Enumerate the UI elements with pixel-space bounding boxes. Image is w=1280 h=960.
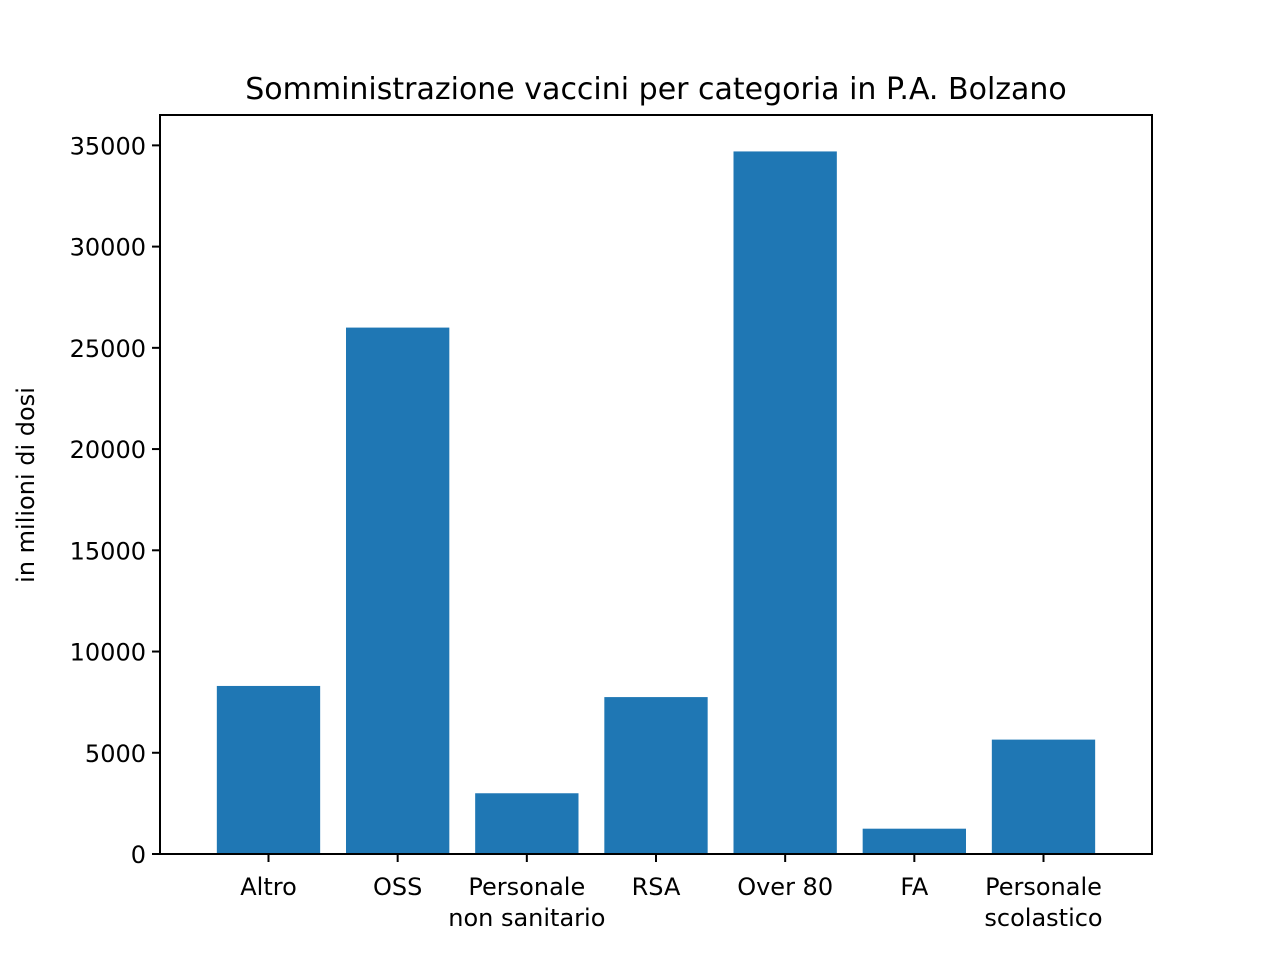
y-ticks-group: 0 5000 10000 15000 20000 25000 30000 35000 xyxy=(70,132,160,869)
y-tick-label-3: 15000 xyxy=(70,537,146,565)
x-tick-label-2: Personale non sanitario xyxy=(448,873,605,932)
x-tick-label-1: OSS xyxy=(373,873,422,901)
chart-title: Somministrazione vaccini per categoria i… xyxy=(245,72,1067,107)
y-axis-label: in milioni di dosi xyxy=(12,387,40,583)
y-tick-label-5: 25000 xyxy=(70,335,146,363)
x-tick-label-5: FA xyxy=(900,873,929,901)
x-tick-label-6: Personale scolastico xyxy=(984,873,1102,932)
x-tick-label-0: Altro xyxy=(240,873,297,901)
x-tick-label-3: RSA xyxy=(632,873,681,901)
y-tick-label-6: 30000 xyxy=(70,234,146,262)
bar-0 xyxy=(216,685,321,854)
plot-frame xyxy=(159,114,1153,855)
x-tick-label-4: Over 80 xyxy=(737,873,833,901)
bar-6 xyxy=(991,739,1096,854)
x-ticks-group: Altro OSS Personale non sanitario RSA Over 80… xyxy=(240,854,1103,932)
bar-2 xyxy=(475,793,579,854)
y-tick-label-1: 5000 xyxy=(85,740,146,768)
bar-3 xyxy=(604,697,708,854)
bar-1 xyxy=(346,327,450,855)
bar-5 xyxy=(862,828,966,854)
y-tick-label-2: 10000 xyxy=(70,639,146,667)
bars-group xyxy=(216,151,1096,855)
bar-4 xyxy=(733,151,837,854)
y-tick-label-7: 35000 xyxy=(70,132,146,160)
y-tick-label-0: 0 xyxy=(131,841,146,869)
y-tick-label-4: 20000 xyxy=(70,436,146,464)
